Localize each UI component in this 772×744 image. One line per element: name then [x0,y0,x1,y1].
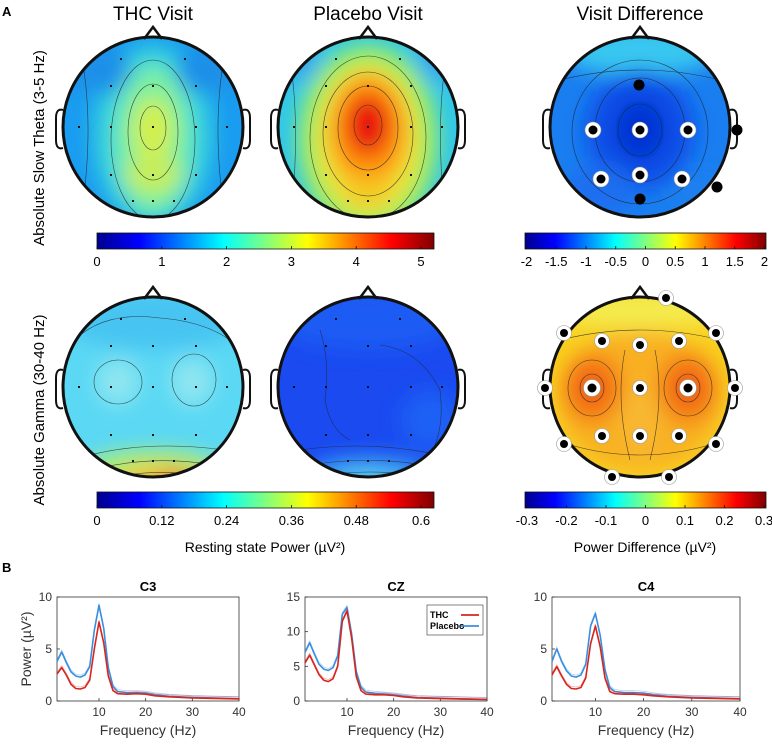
y-tick-label: 5 [540,642,547,656]
plot-frame [551,596,741,702]
colorbar-tick-label: 0.12 [149,513,174,528]
colorbar-tick-label: 0.6 [412,513,430,528]
colorbar-tick-label: 0.48 [344,513,369,528]
significant-electrodes-gamma [537,290,743,485]
colorbar-tick-label: 0 [93,254,100,269]
spectrum-plot-c4: C4 0 5 10 10 20 30 40 Frequency (Hz) [534,579,747,738]
colorbar-tick-label: 0.1 [676,513,694,528]
y-tick-label: 0 [45,694,52,708]
colorbar-tick-label: 4 [353,254,360,269]
y-axis-label: Power (µV²) [18,612,34,687]
row-label-theta: Absolute Slow Theta (3-5 Hz) [31,50,48,246]
y-tick-label: 5 [45,642,52,656]
y-tick-label: 5 [293,659,300,673]
x-tick-label: 10 [92,705,106,719]
col-title-placebo: Placebo Visit [313,4,423,25]
colorbar-tick-label: 1 [701,254,708,269]
colorbar-tick-label: 1.5 [726,254,744,269]
y-tick-label: 10 [287,625,301,639]
colorbar-tick-label: 5 [417,254,424,269]
colorbar-tick-label: 2 [761,254,768,269]
topomap-placebo-theta [270,24,466,219]
colorbar-tick-label: -1 [580,254,592,269]
colorbar-tick-label: -2 [521,254,533,269]
x-tick-label: 30 [685,705,699,719]
legend-label-placebo: Placebo [430,621,465,631]
colorbar-tick-label: 0.36 [279,513,304,528]
col-title-thc: THC Visit [113,4,194,25]
plot-frame [304,596,488,702]
colorbar-gamma-diff: -0.3 -0.2 -0.1 0 0.1 0.2 0.3 Power Difference … [516,491,772,555]
colorbar-theta-power: 0 1 2 3 4 5 [93,232,435,269]
x-tick-label: 10 [589,705,603,719]
colorbar-tick-label: -0.3 [516,513,538,528]
y-tick-label: 10 [534,590,548,604]
topomap-placebo-gamma [270,284,466,479]
colorbar-tick-label: 0 [93,513,100,528]
row-label-gamma: Absolute Gamma (30-40 Hz) [31,315,48,506]
x-tick-label: 10 [340,705,354,719]
colorbar-gamma-power: 0 0.12 0.24 0.36 0.48 0.6 Resting state Power… [93,491,435,555]
panel-a-label: A [2,4,12,19]
colorbar-tick-label: -0.5 [605,254,627,269]
topomap-difference-theta [542,24,743,219]
x-tick-label: 30 [434,705,448,719]
colorbar-theta-diff: -2 -1.5 -1 -0.5 0 0.5 1 1.5 2 [521,232,768,269]
series-line-thc [56,621,240,700]
colorbar-tick-label: -0.2 [555,513,577,528]
x-tick-label: 40 [480,705,494,719]
col-title-difference: Visit Difference [576,4,703,25]
y-tick-label: 15 [287,590,301,604]
x-tick-label: 20 [139,705,153,719]
plot-title: C3 [140,579,157,594]
topomap-thc-theta [55,24,251,219]
series-error-band-thc [56,619,240,698]
colorbar-gamma-diff-label: Power Difference (µV²) [574,539,716,555]
x-axis-label: Frequency (Hz) [348,722,444,738]
x-tick-label: 20 [387,705,401,719]
colorbar-tick-label: 0.2 [715,513,733,528]
series-line-thc [551,625,741,700]
series-error-band-placebo [56,603,240,697]
colorbar-gamma-power-label: Resting state Power (µV²) [185,539,346,555]
plot-frame [56,596,240,702]
y-tick-label: 10 [39,590,53,604]
x-axis-label: Frequency (Hz) [100,722,196,738]
y-tick-label: 0 [540,694,547,708]
series-error-band-thc [551,624,741,698]
colorbar-tick-label: -1.5 [545,254,567,269]
colorbar-tick-label: 0.3 [755,513,772,528]
significant-electrodes [584,79,743,205]
colorbar-tick-label: 2 [223,254,230,269]
colorbar-tick-label: 0.24 [214,513,239,528]
legend-label-thc: THC [430,610,449,620]
series-error-band-placebo [551,610,741,697]
colorbar-tick-label: 3 [288,254,295,269]
colorbar-tick-label: 0.5 [666,254,684,269]
colorbar-tick-label: 0 [642,513,649,528]
colorbar-tick-label: -0.1 [595,513,617,528]
y-tick-label: 0 [293,694,300,708]
topomap-difference-gamma [537,284,743,485]
x-tick-label: 40 [733,705,747,719]
topomap-thc-gamma [55,284,251,479]
x-tick-label: 20 [637,705,651,719]
series-error-band-thc [304,607,488,698]
colorbar-tick-label: 0 [642,254,649,269]
plot-title: CZ [387,579,404,594]
series-line-placebo [56,604,240,700]
panel-b-label: B [2,560,11,575]
x-tick-label: 30 [186,705,200,719]
legend-box [426,604,484,636]
spectrum-plot-c3: C3 0 5 10 10 20 30 40 Frequency (Hz) Power (µV²) [18,579,246,738]
colorbar-tick-label: 1 [158,254,165,269]
x-axis-label: Frequency (Hz) [598,722,694,738]
plot-title: C4 [638,579,655,594]
x-tick-label: 40 [232,705,246,719]
